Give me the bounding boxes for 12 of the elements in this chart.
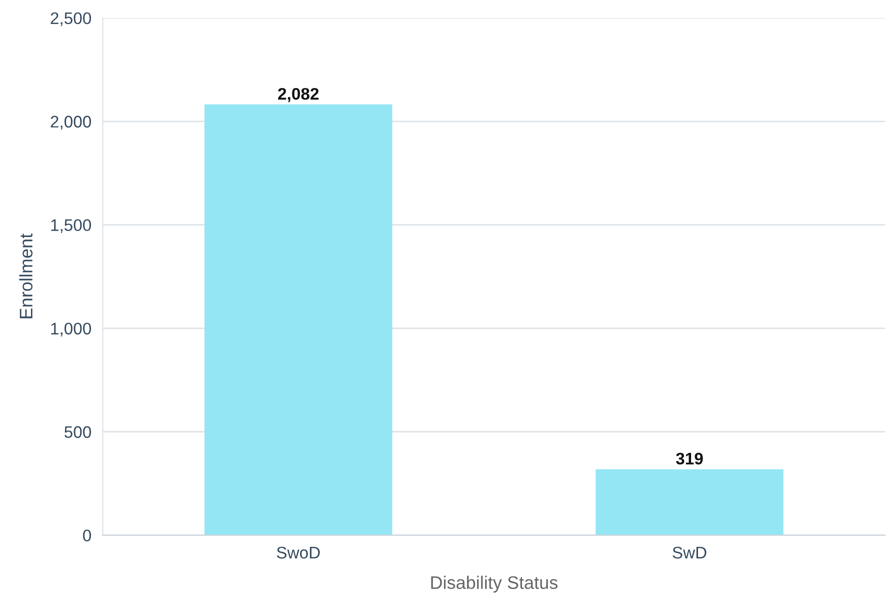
data-label: 2,082 [278, 88, 319, 102]
y-tick-label: 2,000 [50, 116, 92, 130]
y-tick-label: 1,500 [51, 219, 92, 234]
y-tick-label: 1,000 [51, 322, 92, 336]
y-tick-label: 0 [83, 530, 92, 542]
y-tick-label: 2,500 [50, 12, 92, 26]
x-tick-label: SwoD [276, 546, 320, 559]
x-axis-title: Disability Status [431, 576, 558, 593]
y-axis-title: Enrollment [19, 234, 33, 318]
y-tick-label: 500 [64, 426, 92, 438]
data-label: 319 [676, 452, 703, 465]
x-tick-label: SwD [672, 546, 706, 559]
